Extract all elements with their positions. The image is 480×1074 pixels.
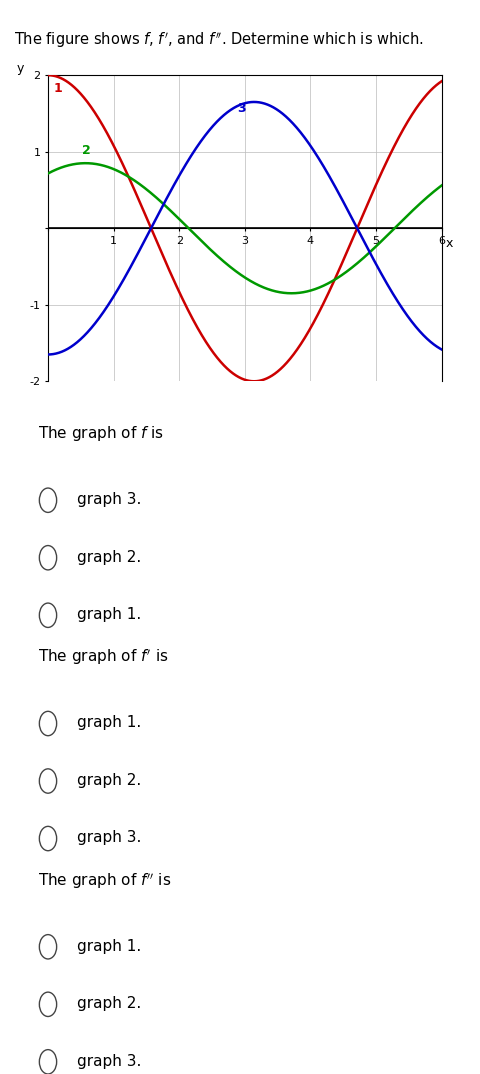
Text: y: y — [16, 62, 24, 75]
Text: graph 1.: graph 1. — [77, 939, 141, 954]
Text: 2: 2 — [82, 144, 91, 157]
Text: 3: 3 — [237, 102, 246, 115]
Text: graph 3.: graph 3. — [77, 830, 141, 845]
Text: The graph of $f''$ is: The graph of $f''$ is — [38, 871, 172, 890]
Text: graph 1.: graph 1. — [77, 607, 141, 622]
Text: graph 3.: graph 3. — [77, 1054, 141, 1069]
Text: The graph of $f'$ is: The graph of $f'$ is — [38, 648, 169, 667]
Text: graph 3.: graph 3. — [77, 492, 141, 507]
Text: graph 2.: graph 2. — [77, 773, 141, 788]
X-axis label: x: x — [446, 237, 453, 250]
Text: The figure shows $f$, $f'$, and $f''$. Determine which is which.: The figure shows $f$, $f'$, and $f''$. D… — [14, 30, 424, 50]
Text: graph 2.: graph 2. — [77, 550, 141, 565]
Text: 1: 1 — [53, 82, 62, 95]
Text: graph 1.: graph 1. — [77, 715, 141, 730]
Text: graph 2.: graph 2. — [77, 997, 141, 1012]
Text: The graph of $f$ is: The graph of $f$ is — [38, 424, 164, 444]
